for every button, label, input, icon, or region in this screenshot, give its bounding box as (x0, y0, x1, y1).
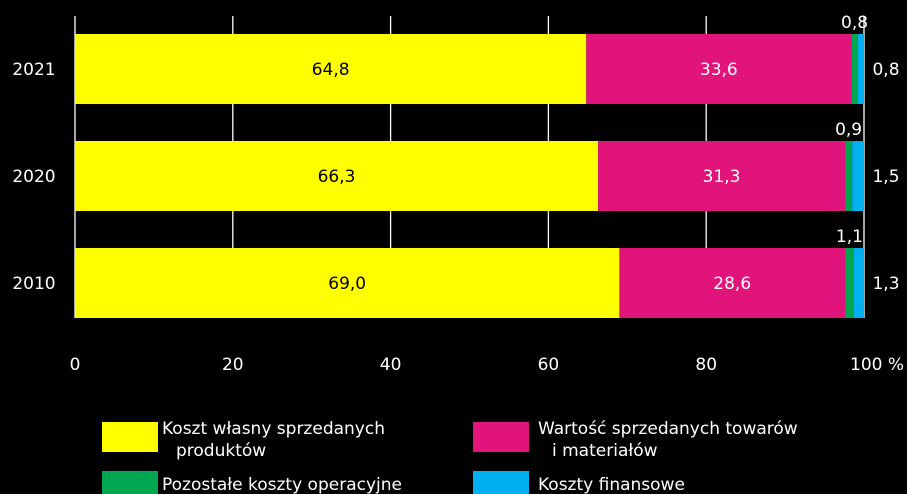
data-label: 0,9 (835, 120, 862, 140)
bar-segment (857, 34, 864, 104)
x-tick-label: 40 (380, 355, 402, 375)
data-label: 0,8 (872, 60, 899, 80)
legend-label: Pozostałe koszty operacyjne (162, 475, 402, 494)
legend-label: i materiałów (552, 441, 658, 461)
x-tick-label: 0 (70, 355, 81, 375)
legend-label: Wartość sprzedanych towarów (538, 419, 798, 439)
bar-segment (75, 141, 599, 211)
data-label: 64,8 (312, 60, 350, 80)
legend-swatch (473, 471, 529, 494)
bar-segment (619, 248, 846, 318)
category-label: 2020 (12, 167, 55, 187)
bar-segment (845, 248, 854, 318)
bar-segment (851, 34, 858, 104)
bar-segment (75, 34, 587, 104)
x-tick-label: 80 (695, 355, 717, 375)
data-label: 1,3 (872, 274, 899, 294)
legend-swatch (102, 422, 158, 452)
bar-segment (853, 248, 864, 318)
data-label: 33,6 (700, 60, 738, 80)
legend-swatch (473, 422, 529, 452)
data-label: 66,3 (318, 167, 356, 187)
data-label: 69,0 (328, 274, 366, 294)
bar-segment (598, 141, 846, 211)
data-label: 31,3 (703, 167, 741, 187)
legend-label: Koszt własny sprzedanych (162, 419, 385, 439)
x-tick-label: 20 (222, 355, 244, 375)
bar-segment (845, 141, 853, 211)
data-label: 1,1 (836, 227, 863, 247)
bar-segment (852, 141, 864, 211)
data-label: 0,8 (841, 13, 868, 33)
x-tick-label: 60 (538, 355, 560, 375)
bar-segment (75, 248, 620, 318)
legend-label: produktów (176, 441, 266, 461)
legend-label: Koszty finansowe (538, 475, 685, 494)
category-label: 2021 (12, 60, 55, 80)
x-tick-label: 100 % (850, 355, 904, 375)
bar-segment (586, 34, 852, 104)
category-label: 2010 (12, 274, 55, 294)
legend-swatch (102, 471, 158, 494)
data-label: 1,5 (872, 167, 899, 187)
data-label: 28,6 (713, 274, 751, 294)
